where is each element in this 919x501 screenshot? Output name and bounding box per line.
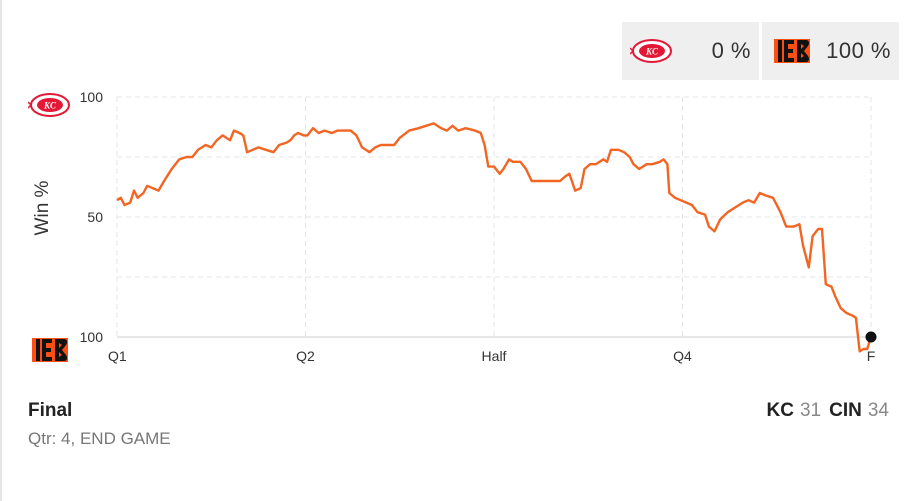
card-left-border xyxy=(0,0,2,501)
away-team-score: 31 xyxy=(799,400,822,421)
quarter-status: Qtr: 4, END GAME xyxy=(28,429,171,448)
away-team-abbr: KC xyxy=(766,400,794,421)
x-tick-label: Q1 xyxy=(108,348,127,364)
x-tick-label: Q2 xyxy=(296,348,315,364)
svg-text:KC: KC xyxy=(645,47,659,57)
final-result-marker xyxy=(865,331,877,343)
cin-win-probability-box: 100 % xyxy=(762,22,899,80)
chiefs-logo-icon: KC xyxy=(28,93,70,117)
home-team-abbr: CIN xyxy=(829,400,862,421)
y-tick-label: 100 xyxy=(80,329,104,345)
svg-text:KC: KC xyxy=(43,101,57,111)
chart-grid xyxy=(116,96,872,338)
x-tick-label: Half xyxy=(482,348,507,364)
y-tick-label: 50 xyxy=(87,209,103,225)
y-axis-label: Win % xyxy=(32,180,53,235)
kc-win-probability-box: KC 0 % xyxy=(622,22,759,80)
win-probability-chart: Q1 Q2 Half Q4 F 100 50 100 Win % xyxy=(32,89,877,364)
win-probability-line xyxy=(116,122,873,353)
game-status: Final xyxy=(28,400,73,421)
bengals-logo-icon xyxy=(32,338,68,362)
x-tick-label: Q4 xyxy=(673,348,692,364)
home-team-score: 34 xyxy=(867,400,889,421)
kc-win-percentage: 0 % xyxy=(711,38,751,63)
bengals-logo-icon xyxy=(774,39,810,63)
chart-ticks: Q1 Q2 Half Q4 F 100 50 100 xyxy=(80,89,876,364)
chiefs-logo-icon: KC xyxy=(630,39,672,63)
y-tick-label: 100 xyxy=(80,89,104,105)
x-tick-label: F xyxy=(867,348,876,364)
final-score: KC 31 CIN 34 xyxy=(767,400,891,422)
cin-win-percentage: 100 % xyxy=(826,38,891,63)
